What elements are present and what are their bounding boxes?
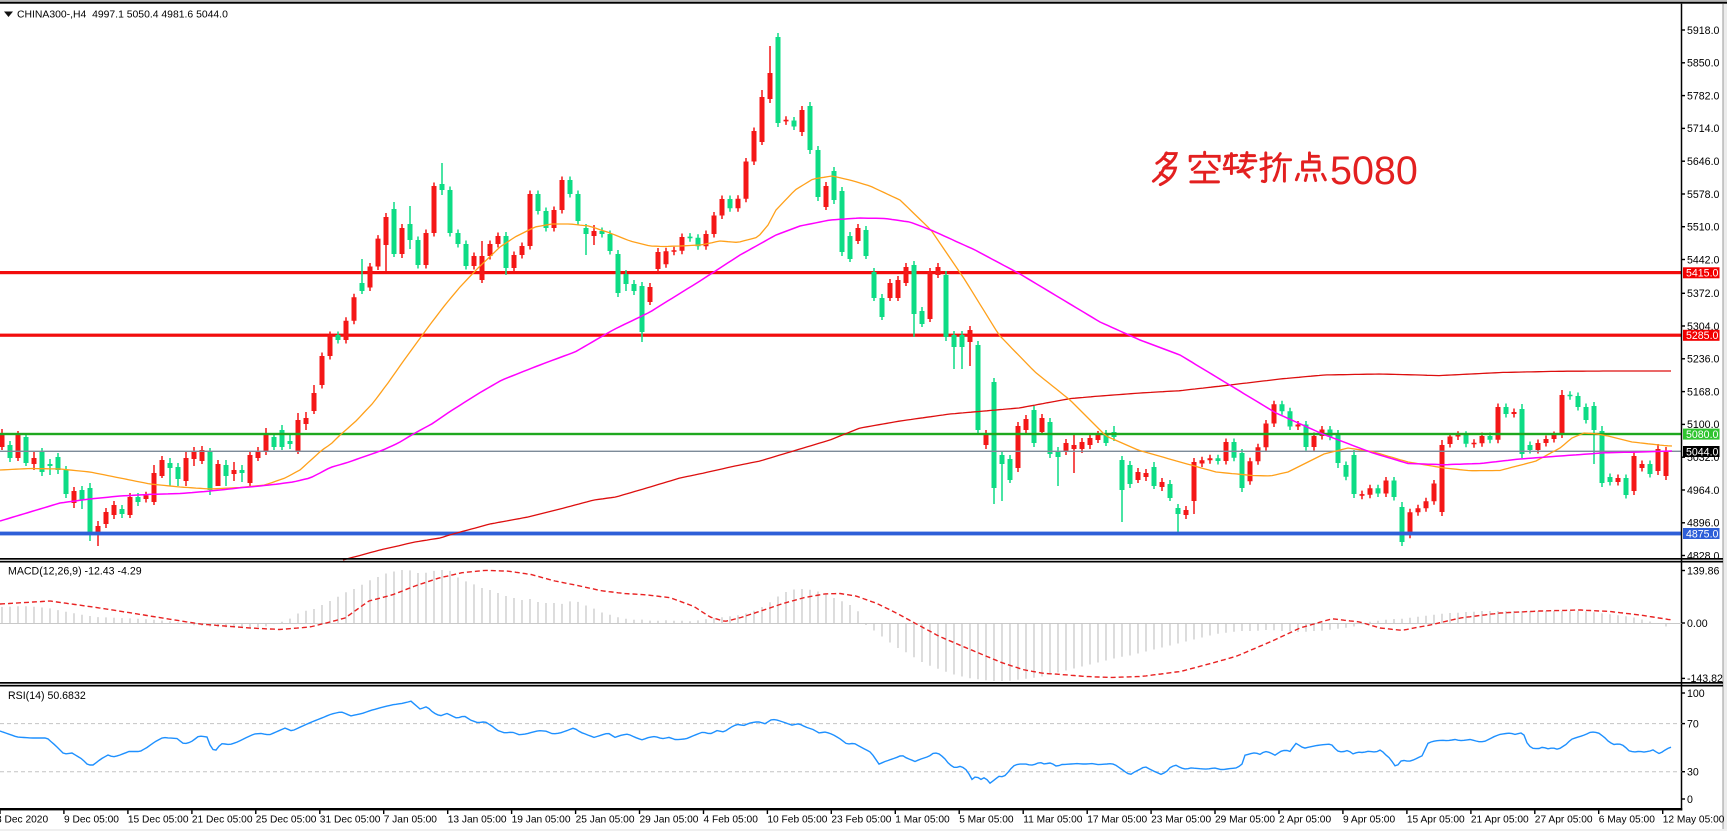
svg-text:25 Dec 05:00: 25 Dec 05:00 (256, 814, 317, 825)
svg-text:29 Jan 05:00: 29 Jan 05:00 (640, 814, 699, 825)
svg-text:31 Dec 05:00: 31 Dec 05:00 (320, 814, 381, 825)
svg-text:5 Mar 05:00: 5 Mar 05:00 (959, 814, 1014, 825)
svg-text:MACD(12,26,9) -12.43 -4.29: MACD(12,26,9) -12.43 -4.29 (8, 566, 142, 578)
svg-text:0: 0 (1687, 794, 1693, 806)
svg-text:9 Apr 05:00: 9 Apr 05:00 (1343, 814, 1395, 825)
svg-text:139.86: 139.86 (1687, 565, 1720, 577)
svg-text:5714.0: 5714.0 (1687, 123, 1720, 135)
svg-text:21 Apr 05:00: 21 Apr 05:00 (1471, 814, 1529, 825)
svg-text:2 Apr 05:00: 2 Apr 05:00 (1279, 814, 1331, 825)
svg-text:12 May 05:00: 12 May 05:00 (1663, 814, 1725, 825)
svg-text:100: 100 (1687, 688, 1705, 700)
svg-text:5782.0: 5782.0 (1687, 90, 1720, 102)
svg-text:5100.0: 5100.0 (1687, 419, 1720, 431)
svg-text:5372.0: 5372.0 (1687, 288, 1720, 300)
svg-text:19 Jan 05:00: 19 Jan 05:00 (512, 814, 571, 825)
svg-text:15 Apr 05:00: 15 Apr 05:00 (1407, 814, 1465, 825)
svg-text:5168.0: 5168.0 (1687, 386, 1720, 398)
svg-text:5578.0: 5578.0 (1687, 189, 1720, 201)
svg-text:4896.0: 4896.0 (1687, 518, 1720, 530)
svg-text:29 Mar 05:00: 29 Mar 05:00 (1215, 814, 1275, 825)
svg-text:6 May 05:00: 6 May 05:00 (1599, 814, 1655, 825)
svg-text:5236.0: 5236.0 (1687, 354, 1720, 366)
svg-text:15 Dec 05:00: 15 Dec 05:00 (128, 814, 189, 825)
svg-text:13 Jan 05:00: 13 Jan 05:00 (448, 814, 507, 825)
svg-text:RSI(14) 50.6832: RSI(14) 50.6832 (8, 690, 86, 702)
svg-text:5850.0: 5850.0 (1687, 58, 1720, 70)
svg-text:4 Feb 05:00: 4 Feb 05:00 (704, 814, 759, 825)
svg-text:27 Apr 05:00: 27 Apr 05:00 (1535, 814, 1593, 825)
svg-text:4875.0: 4875.0 (1686, 528, 1719, 540)
svg-text:0.00: 0.00 (1687, 618, 1708, 630)
svg-text:17 Mar 05:00: 17 Mar 05:00 (1087, 814, 1147, 825)
svg-text:1 Mar 05:00: 1 Mar 05:00 (895, 814, 950, 825)
svg-text:10 Feb 05:00: 10 Feb 05:00 (767, 814, 827, 825)
svg-text:9 Dec 05:00: 9 Dec 05:00 (64, 814, 119, 825)
svg-text:23 Mar 05:00: 23 Mar 05:00 (1151, 814, 1211, 825)
svg-text:5510.0: 5510.0 (1687, 222, 1720, 234)
svg-text:21 Dec 05:00: 21 Dec 05:00 (192, 814, 253, 825)
svg-text:5080: 5080 (1330, 149, 1418, 193)
svg-text:5918.0: 5918.0 (1687, 25, 1720, 37)
svg-text:5044.0: 5044.0 (1686, 446, 1719, 458)
svg-text:5646.0: 5646.0 (1687, 156, 1720, 168)
svg-text:23 Feb 05:00: 23 Feb 05:00 (831, 814, 891, 825)
svg-text:25 Jan 05:00: 25 Jan 05:00 (576, 814, 635, 825)
svg-text:5442.0: 5442.0 (1687, 254, 1720, 266)
svg-text:5415.0: 5415.0 (1686, 268, 1719, 280)
svg-text:4964.0: 4964.0 (1687, 485, 1720, 497)
svg-text:4828.0: 4828.0 (1687, 550, 1720, 562)
svg-text:5080.0: 5080.0 (1686, 429, 1719, 441)
svg-text:5285.0: 5285.0 (1686, 330, 1719, 342)
svg-text:30: 30 (1687, 767, 1699, 779)
svg-text:7 Jan 05:00: 7 Jan 05:00 (384, 814, 438, 825)
svg-text:70: 70 (1687, 718, 1699, 730)
svg-text:3 Dec 2020: 3 Dec 2020 (0, 814, 48, 825)
svg-text:11 Mar 05:00: 11 Mar 05:00 (1023, 814, 1083, 825)
svg-text:CHINA300-,H4 4997.1 5050.4 49: CHINA300-,H4 4997.1 5050.4 4981.6 5044.0 (17, 9, 228, 20)
